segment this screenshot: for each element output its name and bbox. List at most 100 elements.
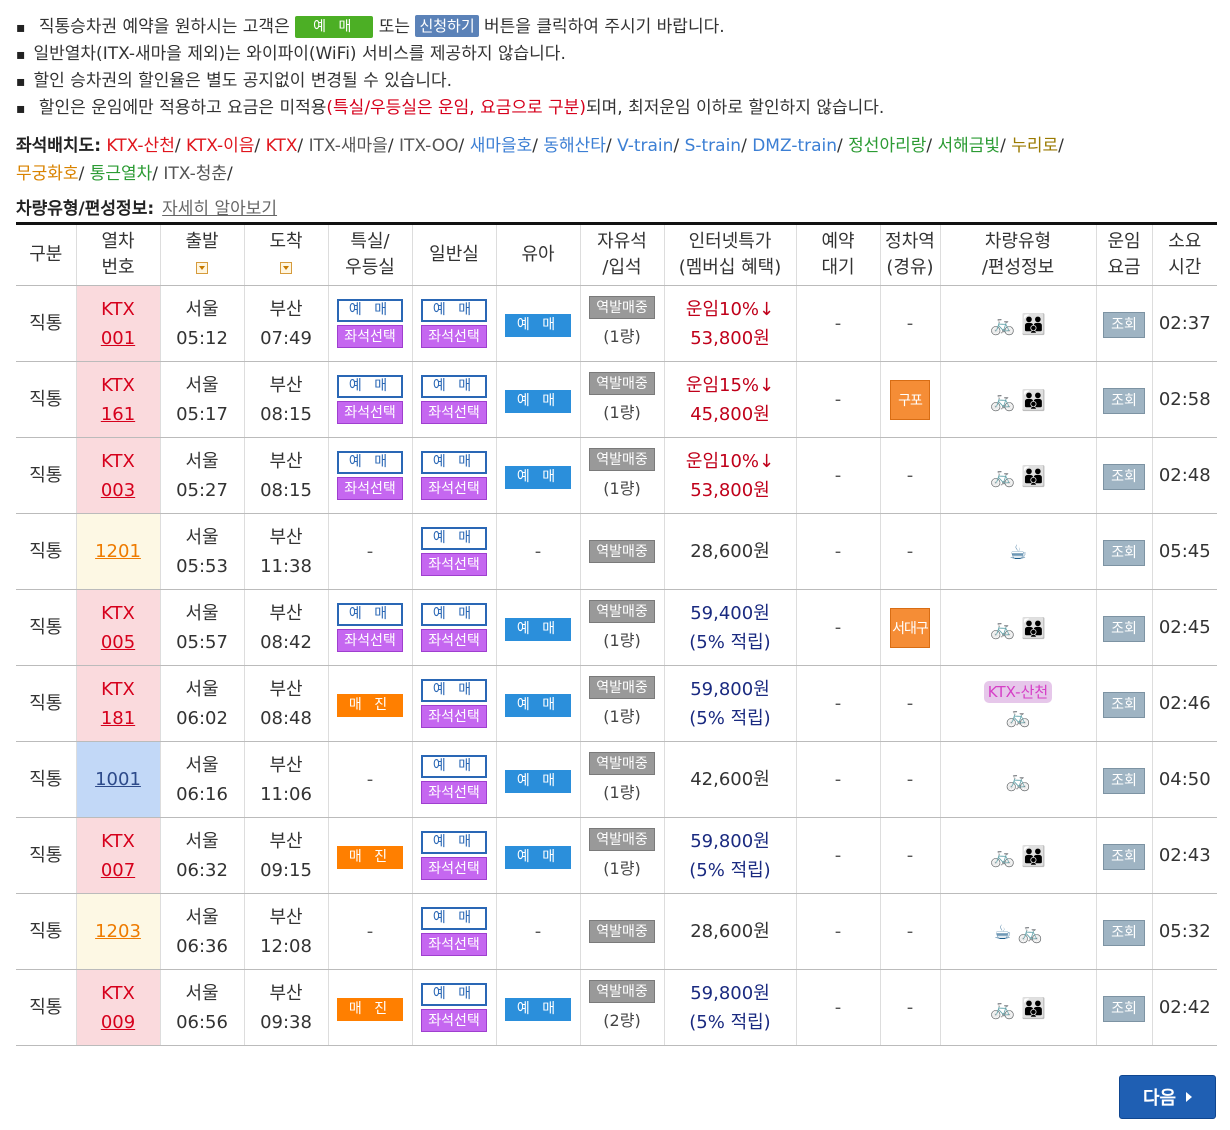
- train-number-link[interactable]: 007: [100, 859, 136, 881]
- bicycle-icon[interactable]: 🚲: [1017, 919, 1043, 944]
- train-number-link[interactable]: 181: [100, 707, 136, 729]
- next-page-button[interactable]: 다음: [1119, 1075, 1216, 1119]
- reserve-infant-button[interactable]: 예 매: [505, 466, 571, 489]
- reserve-general-button[interactable]: 예 매: [421, 375, 487, 398]
- seat-map-link[interactable]: 누리로: [1011, 136, 1059, 156]
- fare-inquiry-button[interactable]: 조회: [1103, 616, 1145, 642]
- bicycle-icon[interactable]: 🚲: [990, 463, 1015, 488]
- seat-select-special-button[interactable]: 좌석선택: [337, 401, 403, 424]
- reserve-general-button[interactable]: 예 매: [421, 527, 487, 550]
- reserve-general-button[interactable]: 예 매: [421, 603, 487, 626]
- fare-inquiry-button[interactable]: 조회: [1103, 996, 1145, 1022]
- fare-inquiry-button[interactable]: 조회: [1103, 768, 1145, 794]
- family-icon[interactable]: 👪: [1021, 311, 1046, 336]
- train-number-link[interactable]: 1001: [95, 769, 141, 790]
- train-number-link[interactable]: 009: [100, 1011, 136, 1033]
- train-number-link[interactable]: 001: [100, 327, 136, 349]
- soldout-badge: 매 진: [337, 694, 403, 717]
- seat-select-general-button[interactable]: 좌석선택: [421, 1009, 487, 1032]
- seat-map-link[interactable]: KTX-산천: [106, 136, 175, 156]
- seat-select-general-button[interactable]: 좌석선택: [421, 705, 487, 728]
- reserve-infant-button[interactable]: 예 매: [505, 694, 571, 717]
- fare-inquiry-button[interactable]: 조회: [1103, 692, 1145, 718]
- train-number-link[interactable]: 003: [100, 479, 136, 501]
- fare-inquiry-button[interactable]: 조회: [1103, 920, 1145, 946]
- seat-map-link[interactable]: ITX-청춘: [163, 164, 228, 184]
- col-arrival[interactable]: 도착: [243, 222, 328, 286]
- reserve-infant-button[interactable]: 예 매: [505, 390, 571, 413]
- train-number-link[interactable]: 161: [100, 403, 136, 425]
- seat-map-link[interactable]: 새마을호: [469, 136, 533, 156]
- seat-select-general-button[interactable]: 좌석선택: [421, 401, 487, 424]
- seat-map-link[interactable]: S-train: [684, 136, 742, 156]
- seat-select-general-button[interactable]: 좌석선택: [421, 629, 487, 652]
- coffee-cup-icon[interactable]: ☕: [1009, 539, 1027, 564]
- family-icon[interactable]: 👪: [1021, 615, 1046, 640]
- bicycle-icon[interactable]: 🚲: [990, 843, 1015, 868]
- reserve-special-button[interactable]: 예 매: [337, 451, 403, 474]
- col-departure[interactable]: 출발: [159, 222, 244, 286]
- reserve-infant-button[interactable]: 예 매: [505, 770, 571, 793]
- seat-select-general-button[interactable]: 좌석선택: [421, 553, 487, 576]
- seat-select-general-button[interactable]: 좌석선택: [421, 933, 487, 956]
- reserve-infant-button[interactable]: 예 매: [505, 314, 571, 337]
- stop-station-button[interactable]: 서대구: [890, 607, 930, 648]
- seat-select-general-button[interactable]: 좌석선택: [421, 857, 487, 880]
- reserve-general-button[interactable]: 예 매: [421, 755, 487, 778]
- fare-inquiry-button[interactable]: 조회: [1103, 540, 1145, 566]
- family-icon[interactable]: 👪: [1021, 463, 1046, 488]
- reserve-general-button[interactable]: 예 매: [421, 679, 487, 702]
- seat-map-link[interactable]: KTX: [265, 136, 298, 156]
- seat-select-special-button[interactable]: 좌석선택: [337, 477, 403, 500]
- reserve-general-button[interactable]: 예 매: [421, 299, 487, 322]
- fare-inquiry-button[interactable]: 조회: [1103, 312, 1145, 338]
- seat-map-link[interactable]: 정선아리랑: [848, 136, 927, 156]
- reserve-special-button[interactable]: 예 매: [337, 375, 403, 398]
- reserve-special-button[interactable]: 예 매: [337, 299, 403, 322]
- seat-select-general-button[interactable]: 좌석선택: [421, 325, 487, 348]
- train-number-link[interactable]: 005: [100, 631, 136, 653]
- sort-down-icon[interactable]: [196, 262, 208, 274]
- arrival-cell: 부산 08:15: [243, 437, 328, 514]
- reserve-general-button[interactable]: 예 매: [421, 907, 487, 930]
- reserve-infant-button[interactable]: 예 매: [505, 846, 571, 869]
- family-icon[interactable]: 👪: [1021, 995, 1046, 1020]
- family-icon[interactable]: 👪: [1021, 387, 1046, 412]
- seat-map-link[interactable]: V-train: [617, 136, 674, 156]
- fare-inquiry-button[interactable]: 조회: [1103, 844, 1145, 870]
- seat-map-link[interactable]: 무궁화호: [16, 164, 79, 184]
- bicycle-icon[interactable]: 🚲: [1005, 704, 1031, 728]
- reserve-infant-button[interactable]: 예 매: [505, 998, 571, 1021]
- train-number-link[interactable]: 1203: [95, 921, 141, 942]
- seat-map-link[interactable]: ITX-새마을: [308, 136, 388, 156]
- seat-select-general-button[interactable]: 좌석선택: [421, 781, 487, 804]
- seat-map-link[interactable]: 통근열차: [89, 164, 153, 184]
- seat-map-link[interactable]: 동해산타: [543, 136, 606, 156]
- family-icon[interactable]: 👪: [1021, 843, 1046, 868]
- reserve-infant-button[interactable]: 예 매: [505, 618, 571, 641]
- seat-map-link[interactable]: 서해금빛: [937, 136, 1001, 156]
- fare-inquiry-button[interactable]: 조회: [1103, 464, 1145, 490]
- coffee-cup-icon[interactable]: ☕: [993, 919, 1012, 944]
- stop-station-button[interactable]: 구포: [890, 379, 930, 420]
- bicycle-icon[interactable]: 🚲: [990, 615, 1015, 640]
- seat-map-link[interactable]: KTX-이음: [185, 136, 255, 156]
- reserve-general-button[interactable]: 예 매: [421, 451, 487, 474]
- reserve-general-button[interactable]: 예 매: [421, 983, 487, 1006]
- fare-inquiry-button[interactable]: 조회: [1103, 388, 1145, 414]
- seat-select-special-button[interactable]: 좌석선택: [337, 325, 403, 348]
- bicycle-icon[interactable]: 🚲: [990, 995, 1015, 1020]
- seat-map-link[interactable]: DMZ-train: [752, 136, 838, 156]
- train-number-link[interactable]: 1201: [95, 541, 141, 562]
- seat-select-general-button[interactable]: 좌석선택: [421, 477, 487, 500]
- reserve-general-button[interactable]: 예 매: [421, 831, 487, 854]
- reserve-special-button[interactable]: 예 매: [337, 603, 403, 626]
- seat-map-link[interactable]: ITX-OO: [398, 136, 459, 156]
- bicycle-icon[interactable]: 🚲: [1005, 767, 1031, 792]
- learn-more-link[interactable]: 자세히 알아보기: [162, 199, 278, 219]
- sort-down-icon[interactable]: [280, 262, 292, 274]
- seat-select-special-button[interactable]: 좌석선택: [337, 629, 403, 652]
- bicycle-icon[interactable]: 🚲: [990, 311, 1015, 336]
- bicycle-icon[interactable]: 🚲: [990, 387, 1015, 412]
